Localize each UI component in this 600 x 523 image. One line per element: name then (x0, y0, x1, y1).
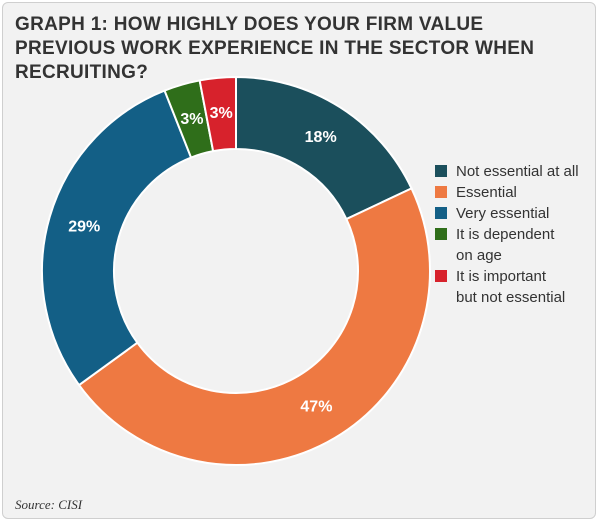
chart-frame: GRAPH 1: HOW HIGHLY DOES YOUR FIRM VALUE… (2, 2, 596, 519)
chart-legend: Not essential at all Essential Very essent… (435, 161, 595, 308)
chart-title: GRAPH 1: HOW HIGHLY DOES YOUR FIRM VALUE… (15, 14, 535, 83)
legend-label-line: on age (456, 247, 502, 264)
legend-label: It is important but not essential (456, 266, 595, 308)
source-note: Source: CISI (15, 497, 83, 512)
data-label-it-is-dependent-on-age: 3% (180, 111, 203, 128)
legend-label: Essential (456, 182, 595, 203)
legend-label-line: Very essential (456, 205, 550, 222)
legend-label: Very essential (456, 203, 595, 224)
legend-label: It is dependent on age (456, 224, 595, 266)
legend-item-very-essential: Very essential (435, 203, 595, 224)
legend-item-essential: Essential (435, 182, 595, 203)
legend-swatch (435, 186, 447, 198)
data-label-essential: 47% (300, 398, 332, 415)
legend-label-line: Essential (456, 184, 517, 201)
legend-label-line: Not essential at all (456, 163, 579, 180)
legend-item-it-is-important-but-not-essential: It is important but not essential (435, 266, 595, 308)
legend-label-line: It is important (456, 268, 547, 285)
legend-swatch (435, 207, 447, 219)
data-label-it-is-important-but-not-essential: 3% (210, 105, 233, 122)
donut-slice-essential (77, 187, 431, 466)
legend-item-it-is-dependent-on-age: It is dependent on age (435, 224, 595, 266)
legend-label-line: It is dependent (456, 226, 555, 243)
data-label-not-essential-at-all: 18% (305, 129, 337, 146)
donut-slice-not-essential-at-all (235, 75, 413, 221)
legend-swatch (435, 270, 447, 282)
donut-slice-it-is-important-but-not-essential (198, 75, 237, 153)
legend-swatch (435, 165, 447, 177)
donut-slice-very-essential (41, 89, 193, 387)
data-label-very-essential: 29% (68, 218, 100, 235)
legend-label-line: but not essential (456, 289, 566, 306)
legend-label: Not essential at all (456, 161, 595, 182)
donut-chart: 18% 47% 29% 3% 3% (41, 75, 431, 466)
legend-swatch (435, 228, 447, 240)
legend-item-not-essential-at-all: Not essential at all (435, 161, 595, 182)
